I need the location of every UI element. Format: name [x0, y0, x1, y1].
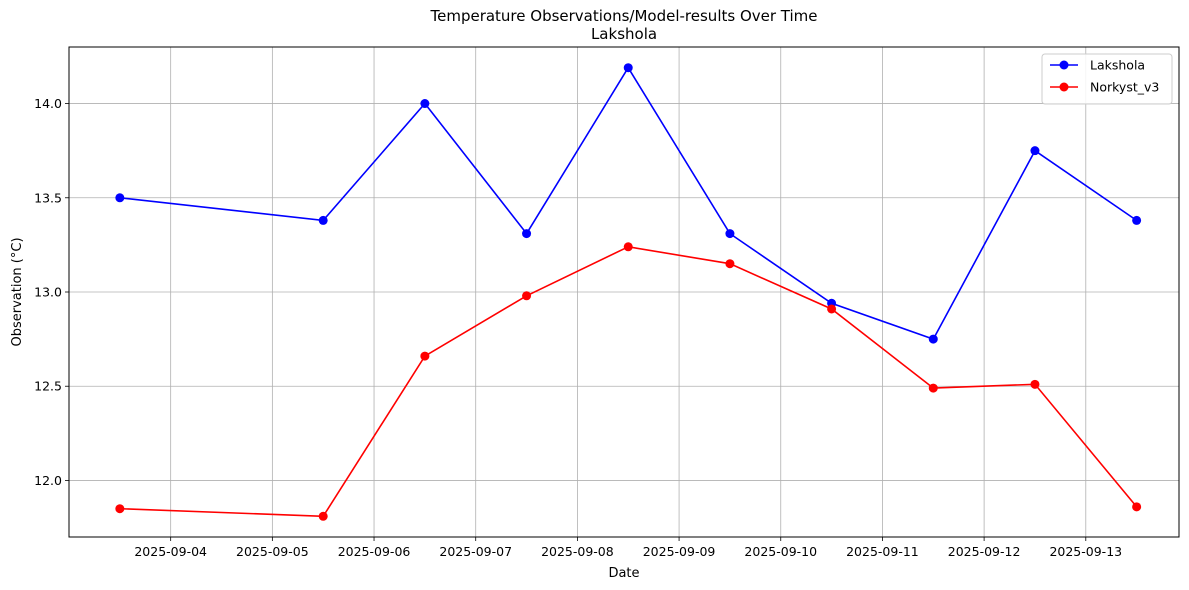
y-tick-label: 14.0 — [34, 96, 62, 111]
plot-frame — [68, 46, 1180, 538]
x-axis-ticks: 2025-09-04 2025-09-05 2025-09-06 2025-09-07… — [134, 537, 1122, 559]
data-point-lakshola — [522, 229, 532, 239]
legend-label-norkyst: Norkyst_v3 — [1090, 80, 1159, 95]
y-axis-ticks: 12.0 12.5 13.0 13.5 14.0 — [34, 96, 69, 488]
data-point-lakshola — [1132, 215, 1142, 225]
data-point-norkyst-v3 — [623, 242, 633, 252]
x-tick-label: 2025-09-13 — [1049, 544, 1122, 559]
series-line-norkyst-v3 — [119, 245, 1138, 518]
y-tick-label: 13.0 — [34, 285, 62, 300]
legend-marker-lakshola — [1059, 60, 1069, 70]
x-tick-label: 2025-09-12 — [948, 544, 1021, 559]
x-tick-label: 2025-09-07 — [439, 544, 512, 559]
legend-box — [1041, 53, 1173, 105]
data-point-lakshola — [1030, 146, 1040, 156]
legend-label-lakshola: Lakshola — [1090, 58, 1145, 73]
data-point-norkyst-v3 — [115, 504, 125, 514]
data-point-norkyst-v3 — [420, 351, 430, 361]
chart-subtitle: Lakshola — [591, 25, 657, 43]
data-point-lakshola — [115, 193, 125, 203]
data-point-lakshola — [623, 63, 633, 73]
data-point-norkyst-v3 — [928, 383, 938, 393]
series-line-lakshola — [119, 66, 1138, 341]
data-point-lakshola — [725, 229, 735, 239]
x-axis-label: Date — [608, 566, 639, 581]
x-tick-label: 2025-09-08 — [541, 544, 614, 559]
data-point-norkyst-v3 — [1030, 379, 1040, 389]
series-group — [115, 63, 1142, 521]
y-tick-label: 12.5 — [34, 379, 62, 394]
x-tick-label: 2025-09-09 — [643, 544, 716, 559]
legend: Lakshola Norkyst_v3 — [1041, 53, 1173, 105]
y-axis-label: Observation (°C) — [10, 237, 25, 346]
data-point-lakshola — [318, 215, 328, 225]
data-point-lakshola — [928, 334, 938, 344]
data-point-norkyst-v3 — [725, 259, 735, 269]
data-point-norkyst-v3 — [827, 304, 837, 314]
data-point-lakshola — [420, 99, 430, 109]
grid-lines — [69, 47, 1179, 537]
data-point-norkyst-v3 — [1132, 502, 1142, 512]
x-tick-label: 2025-09-04 — [134, 544, 207, 559]
y-tick-label: 12.0 — [34, 473, 62, 488]
x-tick-label: 2025-09-05 — [236, 544, 309, 559]
legend-marker-norkyst — [1059, 82, 1069, 92]
data-point-norkyst-v3 — [522, 291, 532, 301]
x-tick-label: 2025-09-06 — [338, 544, 411, 559]
data-point-norkyst-v3 — [318, 511, 328, 521]
x-tick-label: 2025-09-10 — [744, 544, 817, 559]
y-tick-label: 13.5 — [34, 190, 62, 205]
chart-title: Temperature Observations/Model-results O… — [429, 7, 817, 25]
x-tick-label: 2025-09-11 — [846, 544, 919, 559]
